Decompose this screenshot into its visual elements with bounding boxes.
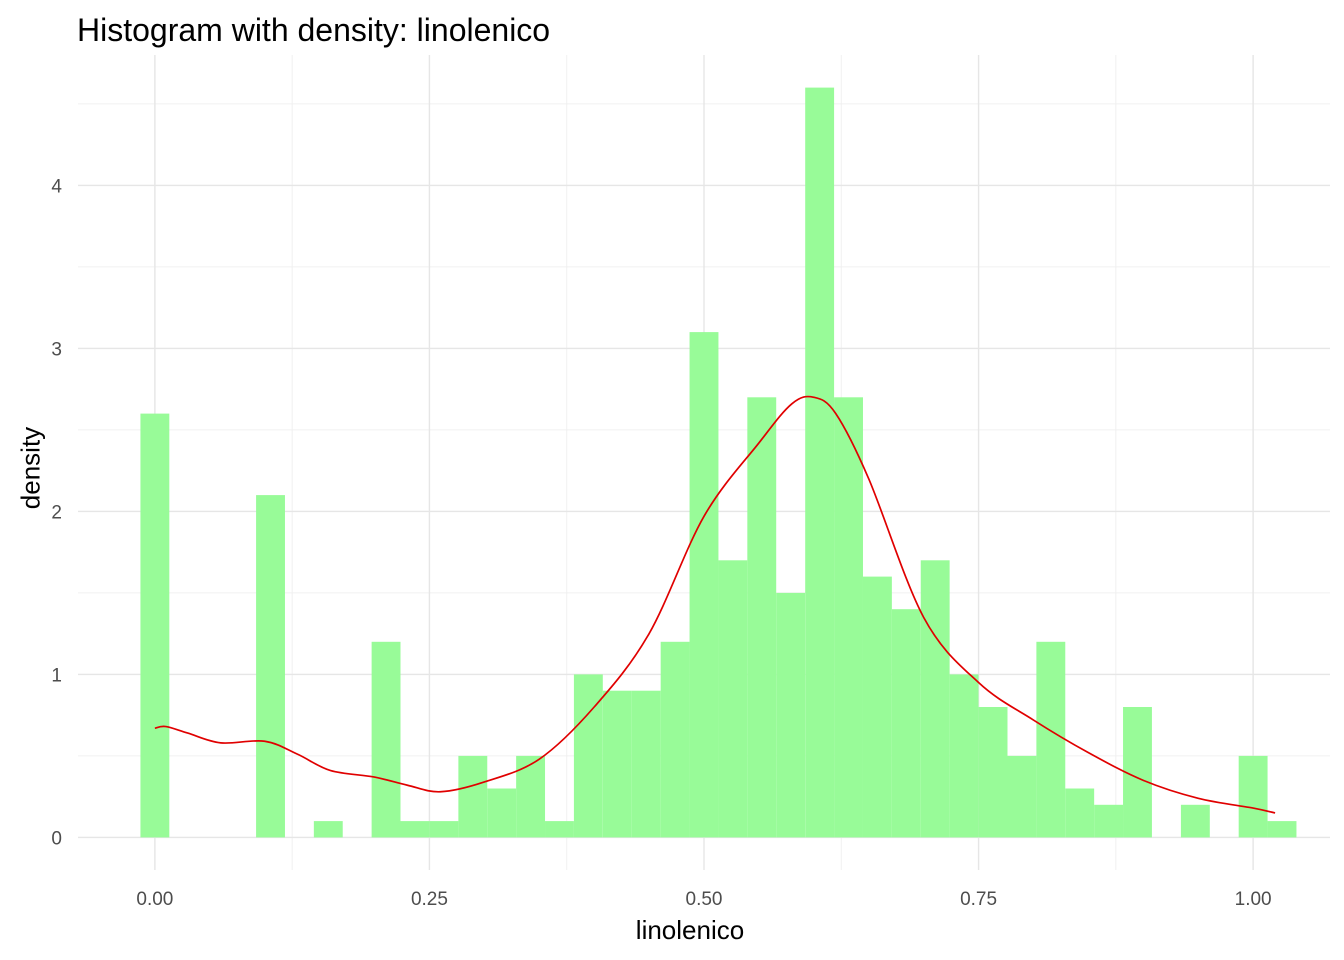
histogram-bar — [256, 495, 285, 838]
histogram-bar — [602, 690, 632, 838]
y-tick-label: 3 — [51, 339, 62, 360]
histogram-bar — [920, 560, 950, 838]
x-tick-label: 0.75 — [960, 889, 997, 910]
histogram-bar — [718, 560, 748, 838]
histogram-bar — [573, 674, 603, 838]
histogram-bar — [313, 821, 343, 838]
histogram-bar — [805, 87, 835, 838]
histogram-bar — [660, 641, 690, 838]
histogram-bar — [949, 674, 979, 838]
histogram-bar — [140, 413, 170, 838]
histogram-bar — [1238, 755, 1268, 838]
histogram-bar — [545, 821, 574, 838]
histogram-bar — [747, 397, 777, 838]
x-tick-label: 0.50 — [686, 889, 723, 910]
histogram-bars — [140, 87, 1297, 838]
histogram-bar — [1007, 755, 1037, 838]
histogram-bar — [978, 707, 1008, 838]
y-tick-label: 2 — [51, 502, 62, 523]
histogram-bar — [371, 641, 401, 838]
histogram-bar — [429, 821, 459, 838]
x-tick-label: 1.00 — [1235, 889, 1272, 910]
histogram-bar — [1180, 804, 1210, 838]
y-tick-label: 4 — [51, 176, 62, 197]
histogram-bar — [631, 690, 661, 838]
chart-title: Histogram with density: linolenico — [77, 12, 551, 48]
histogram-bar — [891, 609, 921, 838]
y-tick-label: 1 — [51, 665, 62, 686]
histogram-bar — [1036, 641, 1066, 838]
histogram-bar — [1094, 804, 1124, 838]
histogram-bar — [776, 592, 806, 838]
histogram-bar — [834, 397, 863, 838]
x-tick-label: 0.00 — [136, 889, 173, 910]
density-curve — [154, 395, 1276, 814]
y-axis-label: density — [15, 426, 46, 510]
histogram-bar — [1267, 821, 1297, 838]
x-axis-label: linolenico — [635, 915, 745, 945]
histogram-bar — [1065, 788, 1095, 838]
x-axis-ticks: 0.00 0.25 0.50 0.75 1.00 — [136, 889, 1271, 910]
histogram-bar — [487, 788, 517, 838]
histogram-bar — [458, 755, 488, 838]
y-axis-ticks: 0 1 2 3 4 — [51, 176, 62, 849]
histogram-bar — [1123, 707, 1152, 838]
histogram-bar — [400, 821, 430, 838]
histogram-bar — [862, 576, 892, 838]
x-tick-label: 0.25 — [411, 889, 448, 910]
histogram-bar — [516, 755, 546, 838]
y-tick-label: 0 — [51, 828, 62, 849]
histogram-bar — [689, 332, 719, 838]
